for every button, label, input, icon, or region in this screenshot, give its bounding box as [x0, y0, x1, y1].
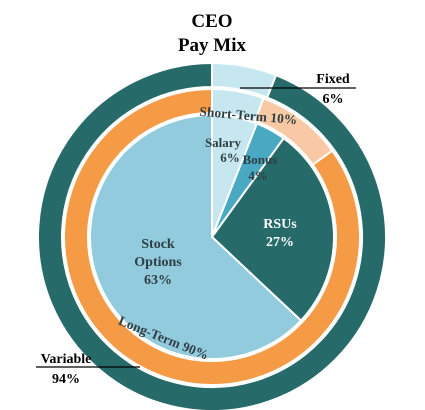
- inner-label-rsus-name: RSUs: [263, 217, 297, 232]
- outer-slice-variable: [37, 61, 387, 410]
- outer-label-variable-value: 94%: [52, 372, 80, 387]
- chart-title-line2: Pay Mix: [178, 35, 247, 56]
- inner-label-bonus-value: 4%: [248, 168, 268, 183]
- inner-pie: [89, 113, 335, 360]
- inner-label-stock-options-line2: Options: [134, 255, 182, 270]
- middle-slice-long-term: [63, 87, 361, 386]
- inner-label-rsus-value: 27%: [266, 235, 294, 250]
- inner-slice-stock-options: [89, 113, 303, 360]
- inner-slice-rsus: [210, 136, 335, 322]
- outer-label-fixed-value: 6%: [323, 92, 344, 107]
- inner-label-stock-options-value: 63%: [144, 273, 172, 288]
- outer-label-variable-name: Variable: [41, 352, 92, 367]
- outer-label-fixed-name: Fixed: [316, 72, 350, 87]
- outer-ring: [37, 61, 387, 410]
- inner-label-stock-options-line1: Stock: [141, 237, 175, 252]
- inner-label-bonus-name: Bonus: [243, 152, 278, 167]
- inner-label-salary-name: Salary: [205, 135, 242, 150]
- chart-title-line1: CEO: [191, 11, 232, 32]
- inner-label-salary-value: 6%: [220, 150, 240, 165]
- middle-ring: [63, 87, 361, 386]
